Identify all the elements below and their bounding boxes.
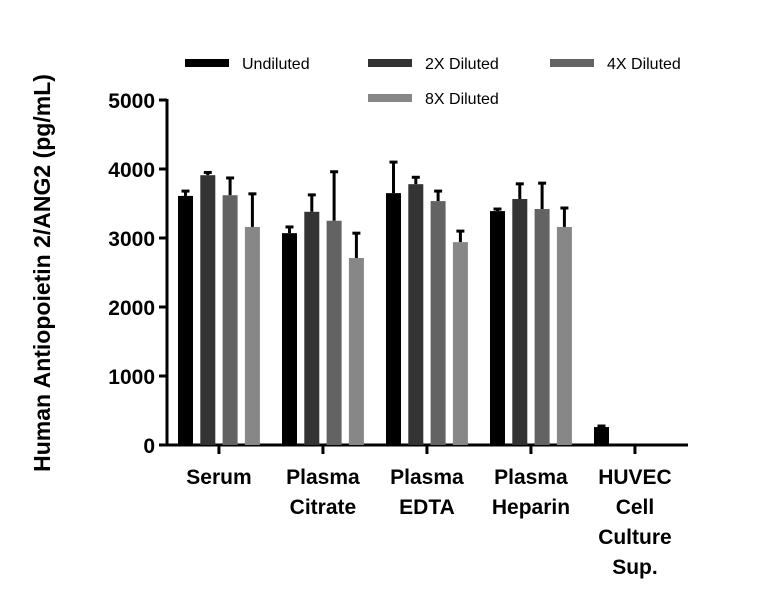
y-tick-label: 1000 [108, 366, 155, 389]
x-tick-label: Plasma [286, 466, 360, 489]
x-tick-label: Plasma [494, 466, 568, 489]
legend-swatch [550, 59, 594, 67]
legend-swatch [368, 59, 412, 67]
bar-undiluted [178, 195, 193, 445]
x-tick-labels: Serum Plasma Citrate Plasma EDTA Plasma Hepari… [186, 466, 671, 579]
bar-undiluted [282, 233, 297, 445]
bar-8x-diluted [452, 242, 468, 445]
y-tick-label: 2000 [108, 297, 155, 320]
bar-2x-diluted [408, 184, 424, 445]
legend-label: Undiluted [242, 56, 310, 73]
x-tick-label: EDTA [399, 496, 455, 519]
bar-4x-diluted [222, 195, 238, 445]
bar-2x-diluted [512, 199, 528, 445]
bars [178, 160, 609, 445]
y-tick-label: 3000 [108, 228, 155, 251]
bar-8x-diluted [556, 226, 572, 445]
bar-4x-diluted [326, 220, 342, 445]
bar-4x-diluted [534, 209, 550, 445]
y-axis-label: Human Antiopoietin 2/ANG2 (pg/mL) [29, 74, 55, 472]
x-tick-label: Citrate [290, 496, 357, 519]
legend-swatch [185, 59, 229, 67]
x-tick-label: Plasma [390, 466, 464, 489]
x-tick-label: Serum [186, 466, 251, 489]
legend: Undiluted 2X Diluted 4X Diluted 8X Diluted [185, 56, 681, 108]
bar-2x-diluted [304, 211, 320, 445]
x-tick-label: Heparin [492, 496, 570, 519]
bar-4x-diluted [430, 201, 446, 445]
bar-undiluted [386, 193, 401, 445]
legend-label: 8X Diluted [425, 91, 499, 108]
bar-undiluted [594, 427, 609, 445]
bar-2x-diluted [200, 175, 216, 445]
legend-label: 2X Diluted [425, 56, 499, 73]
y-tick-label: 0 [143, 435, 155, 458]
x-tick-label: Cell [616, 496, 655, 519]
x-tick-label: Culture [598, 526, 672, 549]
bar-8x-diluted [244, 226, 260, 445]
y-tick-label: 4000 [108, 159, 155, 182]
x-tick-label: HUVEC [598, 466, 672, 489]
x-tick-label: Sup. [612, 556, 658, 579]
bar-undiluted [490, 211, 505, 445]
legend-label: 4X Diluted [607, 56, 681, 73]
bar-8x-diluted [348, 258, 364, 445]
y-tick-label: 5000 [108, 90, 155, 113]
legend-swatch [368, 94, 412, 102]
